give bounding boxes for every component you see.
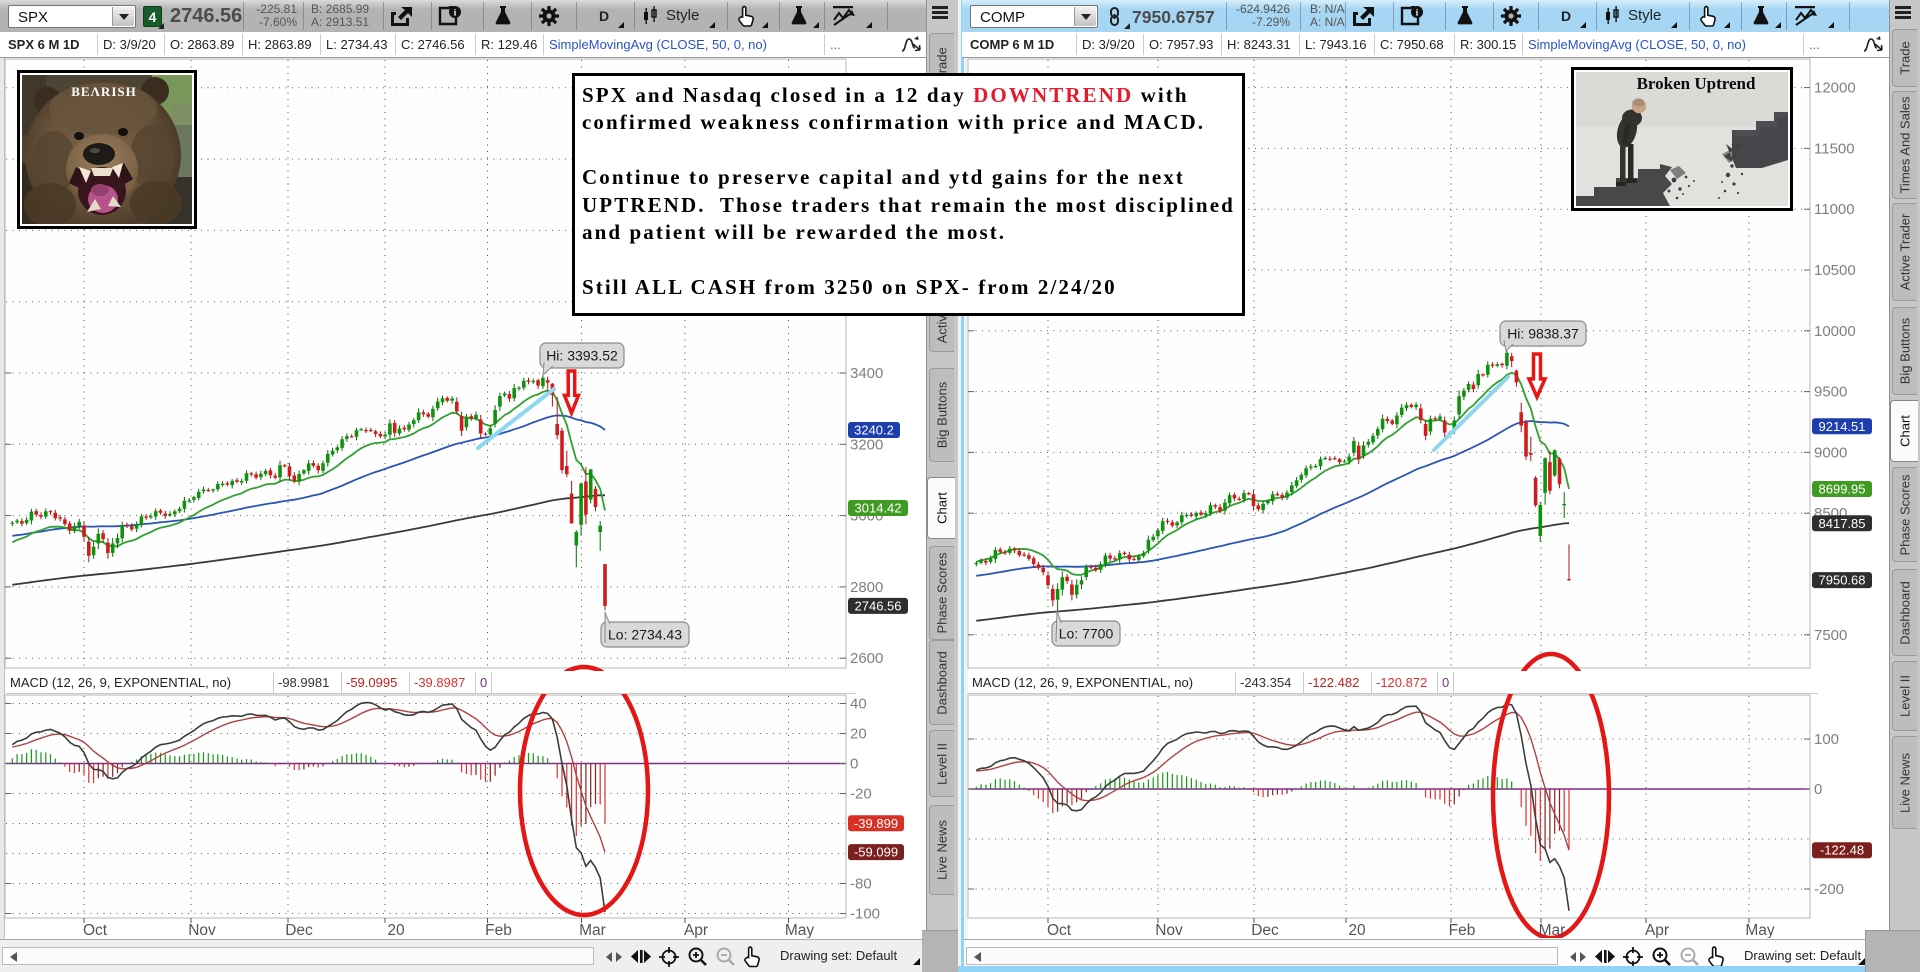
svg-text:May: May	[1745, 922, 1775, 938]
svg-text:Apr: Apr	[684, 922, 708, 938]
svg-text:Nov: Nov	[1155, 922, 1183, 938]
svg-text:2600: 2600	[850, 650, 883, 667]
svg-text:3400: 3400	[850, 365, 883, 382]
svg-text:-80: -80	[850, 876, 872, 893]
svg-text:Feb: Feb	[485, 922, 512, 938]
svg-text:7500: 7500	[1814, 627, 1847, 644]
svg-text:100: 100	[1814, 731, 1839, 748]
svg-text:40: 40	[850, 696, 867, 713]
svg-text:0: 0	[1814, 781, 1822, 798]
svg-text:8417.85: 8417.85	[1819, 516, 1866, 531]
svg-text:-200: -200	[1814, 881, 1844, 898]
svg-text:Nov: Nov	[188, 922, 216, 938]
svg-text:i: i	[1416, 8, 1419, 18]
svg-text:Feb: Feb	[1449, 922, 1476, 938]
svg-text:Dec: Dec	[1251, 922, 1279, 938]
svg-text:-122.48: -122.48	[1820, 843, 1864, 858]
svg-text:-59.099: -59.099	[854, 845, 898, 860]
svg-text:Mar: Mar	[1539, 922, 1566, 938]
svg-text:i: i	[454, 8, 457, 18]
svg-text:3240.2: 3240.2	[854, 423, 894, 438]
svg-text:7950.68: 7950.68	[1819, 573, 1866, 588]
svg-text:9500: 9500	[1814, 384, 1847, 401]
svg-text:BEΛRISH: BEΛRISH	[71, 84, 136, 99]
svg-text:-39.899: -39.899	[854, 816, 898, 831]
svg-text:Dec: Dec	[285, 922, 313, 938]
svg-text:-100: -100	[850, 906, 880, 923]
svg-text:Lo: 7700: Lo: 7700	[1059, 626, 1114, 642]
svg-text:Apr: Apr	[1645, 922, 1669, 938]
svg-text:10500: 10500	[1814, 262, 1856, 279]
svg-text:20: 20	[387, 922, 405, 938]
svg-text:20: 20	[1348, 922, 1366, 938]
svg-text:Oct: Oct	[83, 922, 108, 938]
svg-text:Hi: 3393.52: Hi: 3393.52	[546, 348, 618, 364]
svg-text:Mar: Mar	[579, 922, 606, 938]
svg-text:9214.51: 9214.51	[1819, 419, 1866, 434]
svg-text:3014.42: 3014.42	[855, 501, 902, 516]
svg-text:11500: 11500	[1814, 140, 1855, 157]
svg-text:9000: 9000	[1814, 444, 1847, 461]
svg-text:0: 0	[850, 756, 858, 773]
svg-text:Broken Uptrend: Broken Uptrend	[1637, 74, 1756, 93]
svg-text:20: 20	[850, 726, 867, 743]
svg-text:2800: 2800	[850, 579, 883, 596]
svg-text:11000: 11000	[1814, 201, 1855, 218]
svg-text:Lo: 2734.43: Lo: 2734.43	[608, 627, 682, 643]
svg-text:Oct: Oct	[1047, 922, 1072, 938]
svg-text:12000: 12000	[1814, 80, 1856, 97]
svg-text:8699.95: 8699.95	[1819, 482, 1866, 497]
svg-text:May: May	[785, 922, 815, 938]
svg-text:10000: 10000	[1814, 323, 1856, 340]
svg-text:-20: -20	[850, 786, 872, 803]
svg-text:Hi: 9838.37: Hi: 9838.37	[1507, 326, 1579, 342]
svg-text:3200: 3200	[850, 436, 883, 453]
svg-text:2746.56: 2746.56	[855, 598, 902, 613]
